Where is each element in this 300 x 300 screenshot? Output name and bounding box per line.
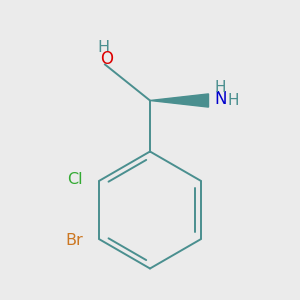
- Text: Br: Br: [65, 233, 83, 248]
- Text: H: H: [228, 93, 239, 108]
- Polygon shape: [150, 94, 208, 107]
- Text: N: N: [214, 90, 226, 108]
- Text: Cl: Cl: [67, 172, 83, 187]
- Text: H: H: [215, 80, 226, 95]
- Text: H: H: [98, 40, 110, 56]
- Text: O: O: [100, 50, 113, 68]
